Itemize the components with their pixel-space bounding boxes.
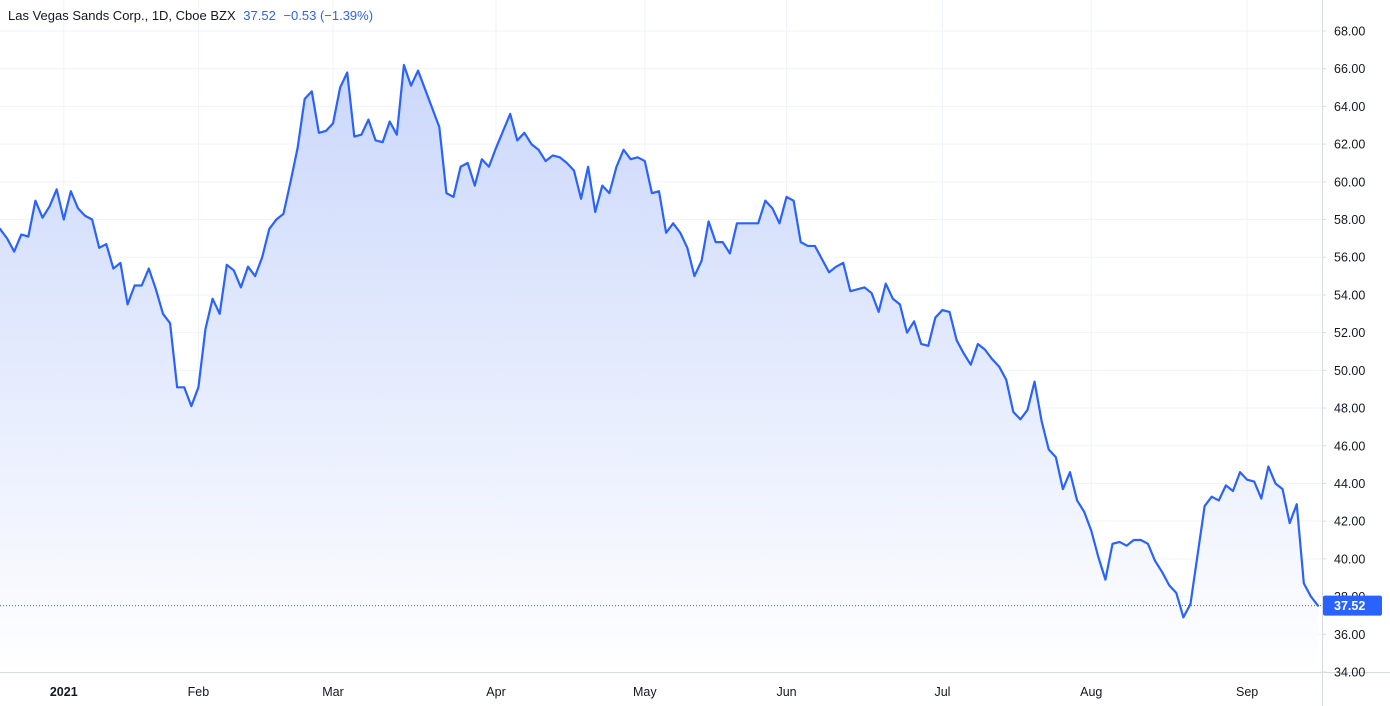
y-tick-label: 36.00 xyxy=(1334,628,1365,642)
y-tick-label: 42.00 xyxy=(1334,515,1365,529)
last-price-value: 37.52 xyxy=(243,8,276,23)
y-tick-label: 34.00 xyxy=(1334,666,1365,680)
y-tick-label: 66.00 xyxy=(1334,62,1365,76)
x-tick-label: Jun xyxy=(776,685,796,699)
y-tick-label: 56.00 xyxy=(1334,251,1365,265)
y-tick-label: 60.00 xyxy=(1334,175,1365,189)
y-tick-label: 58.00 xyxy=(1334,213,1365,227)
price-line[interactable] xyxy=(0,63,1320,619)
y-tick-label: 52.00 xyxy=(1334,326,1365,340)
y-tick-label: 48.00 xyxy=(1334,402,1365,416)
price-area-fill xyxy=(0,64,1318,672)
x-tick-label: Sep xyxy=(1236,685,1258,699)
x-tick-label: Jul xyxy=(934,685,950,699)
chart-legend: Las Vegas Sands Corp., 1D, Cboe BZX 37.5… xyxy=(8,7,373,25)
last-price-badge: 37.52 xyxy=(1323,595,1382,616)
x-tick-label: 2021 xyxy=(50,685,78,699)
x-tick-label: May xyxy=(633,685,657,699)
y-tick-label: 50.00 xyxy=(1334,364,1365,378)
symbol-title: Las Vegas Sands Corp., 1D, Cboe BZX xyxy=(8,8,236,23)
x-tick-label: Apr xyxy=(486,685,505,699)
y-tick-label: 46.00 xyxy=(1334,439,1365,453)
price-change-value: −0.53 (−1.39%) xyxy=(283,8,374,23)
x-tick-label: Feb xyxy=(188,685,210,699)
last-price-label: 37.52 xyxy=(1334,599,1365,613)
y-tick-label: 62.00 xyxy=(1334,138,1365,152)
y-tick-label: 68.00 xyxy=(1334,25,1365,39)
y-tick-label: 54.00 xyxy=(1334,288,1365,302)
x-tick-label: Mar xyxy=(322,685,344,699)
x-tick-label: Aug xyxy=(1080,685,1102,699)
y-tick-label: 40.00 xyxy=(1334,552,1365,566)
y-tick-label: 44.00 xyxy=(1334,477,1365,491)
y-tick-label: 64.00 xyxy=(1334,100,1365,114)
